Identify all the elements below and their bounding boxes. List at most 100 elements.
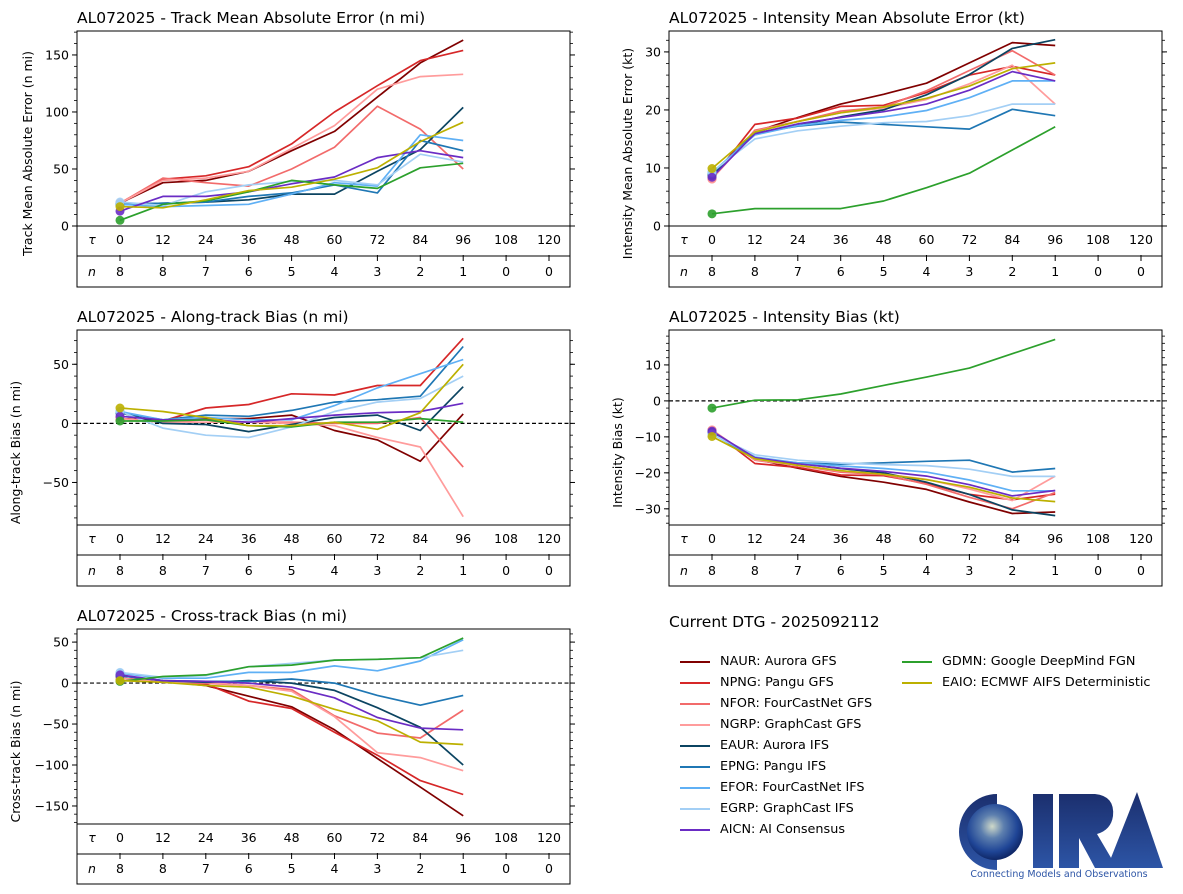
legend-item-egrp: EGRP: GraphCast IFS	[680, 798, 872, 819]
n-count-label: 8	[159, 563, 167, 578]
series-line-efor	[119, 133, 464, 208]
tau-row-label: τ	[680, 232, 688, 247]
y-tick-label: 0	[61, 676, 69, 691]
series-line-eaio	[711, 435, 1056, 503]
tau-tick-label: 108	[1086, 531, 1110, 546]
series-line-npng	[119, 337, 464, 422]
tau-tick-label: 120	[537, 232, 561, 247]
n-count-label: 8	[116, 563, 124, 578]
chart-cross: AL072025 - Cross-track Bias (n mi) Cross-…	[8, 607, 575, 885]
n-count-label: 2	[416, 264, 424, 279]
tau-tick-label: 72	[369, 830, 385, 845]
legend-item-naur: NAUR: Aurora GFS	[680, 651, 872, 672]
n-count-label: 2	[1008, 264, 1016, 279]
chart-title: AL072025 - Along-track Bias (n mi)	[77, 308, 349, 326]
n-count-label: 0	[1094, 563, 1102, 578]
tau-tick-label: 12	[155, 531, 171, 546]
tau-tick-label: 12	[747, 232, 763, 247]
legend-item-nfor: NFOR: FourCastNet GFS	[680, 693, 872, 714]
n-count-label: 4	[923, 563, 931, 578]
n-count-label: 6	[245, 563, 253, 578]
series-line-aicn	[119, 674, 464, 731]
marker-eaio	[707, 164, 717, 174]
series-line-npng	[711, 429, 1056, 501]
n-count-label: 0	[502, 264, 510, 279]
tau-tick-label: 96	[1047, 232, 1063, 247]
series-line-naur	[119, 677, 464, 817]
n-count-label: 7	[202, 563, 210, 578]
logo-tagline: Connecting Models and Observations	[970, 869, 1147, 880]
plot-frame	[76, 329, 571, 587]
y-tick-label: −100	[35, 758, 69, 773]
chart-title: AL072025 - Cross-track Bias (n mi)	[77, 607, 347, 625]
n-count-label: 4	[331, 264, 339, 279]
y-tick-label: −150	[35, 798, 69, 813]
legend-label: AICN: AI Consensus	[720, 822, 845, 837]
tau-tick-label: 96	[455, 531, 471, 546]
y-tick-label: 0	[61, 219, 69, 234]
marker-eaio	[115, 403, 125, 413]
series-line-eaio	[711, 62, 1056, 170]
n-count-label: 0	[545, 861, 553, 876]
marker-gdmn	[115, 215, 125, 225]
tau-tick-label: 12	[747, 531, 763, 546]
n-count-label: 3	[373, 861, 381, 876]
plot-frame	[668, 329, 1163, 587]
y-axis-label: Intensity Mean Absolute Error (kt)	[620, 48, 635, 259]
n-count-label: 7	[202, 861, 210, 876]
y-tick-label: 10	[645, 357, 661, 372]
tau-row-label: τ	[88, 830, 96, 845]
legend-label: EAUR: Aurora IFS	[720, 738, 829, 753]
n-count-label: 2	[1008, 563, 1016, 578]
marker-gdmn	[115, 416, 125, 426]
series-line-efor	[119, 638, 464, 680]
series-line-eaio	[119, 679, 464, 746]
n-count-label: 6	[837, 563, 845, 578]
tau-tick-label: 12	[155, 232, 171, 247]
cira-logo: Connecting Models and Observations	[955, 790, 1163, 880]
marker-aicn	[707, 172, 717, 182]
series-line-ngrp	[119, 677, 464, 772]
tau-tick-label: 96	[1047, 531, 1063, 546]
legend-swatch	[680, 702, 710, 705]
tau-tick-label: 120	[1129, 531, 1153, 546]
n-count-label: 7	[202, 264, 210, 279]
tau-tick-label: 12	[155, 830, 171, 845]
legend-item-npng: NPNG: Pangu GFS	[680, 672, 872, 693]
series-line-ngrp	[119, 73, 464, 204]
series-line-npng	[711, 65, 1056, 179]
series-line-efor	[711, 80, 1056, 174]
chart-intbias: AL072025 - Intensity Bias (kt) Intensity …	[610, 308, 1167, 587]
legend-item-aicn: AICN: AI Consensus	[680, 819, 872, 840]
tau-tick-label: 48	[284, 232, 300, 247]
tau-tick-label: 60	[327, 830, 343, 845]
tau-tick-label: 72	[961, 232, 977, 247]
tau-tick-label: 60	[919, 232, 935, 247]
legend-swatch	[680, 765, 710, 768]
dtg-label: Current DTG - 2025092112	[669, 613, 880, 631]
plot-frame	[76, 30, 571, 288]
legend-label: NFOR: FourCastNet GFS	[720, 696, 873, 711]
series-line-gdmn	[711, 338, 1056, 409]
n-row-label: n	[88, 264, 96, 279]
n-count-label: 5	[880, 264, 888, 279]
y-tick-label: 30	[645, 44, 661, 59]
n-count-label: 4	[923, 264, 931, 279]
n-row-label: n	[88, 861, 96, 876]
marker-gdmn	[707, 403, 717, 413]
tau-tick-label: 84	[1004, 531, 1020, 546]
n-count-label: 1	[459, 563, 467, 578]
tau-tick-label: 36	[241, 232, 257, 247]
y-tick-label: −30	[635, 501, 661, 516]
n-count-label: 0	[1137, 264, 1145, 279]
legend-swatch	[680, 681, 710, 684]
legend-swatch	[680, 807, 710, 810]
legend-swatch	[680, 828, 710, 831]
legend-swatch	[902, 681, 932, 684]
series-line-egrp	[711, 103, 1056, 173]
n-count-label: 8	[116, 861, 124, 876]
n-count-label: 4	[331, 861, 339, 876]
tau-tick-label: 0	[116, 232, 124, 247]
tau-tick-label: 0	[116, 531, 124, 546]
series-line-eaur	[119, 106, 464, 206]
